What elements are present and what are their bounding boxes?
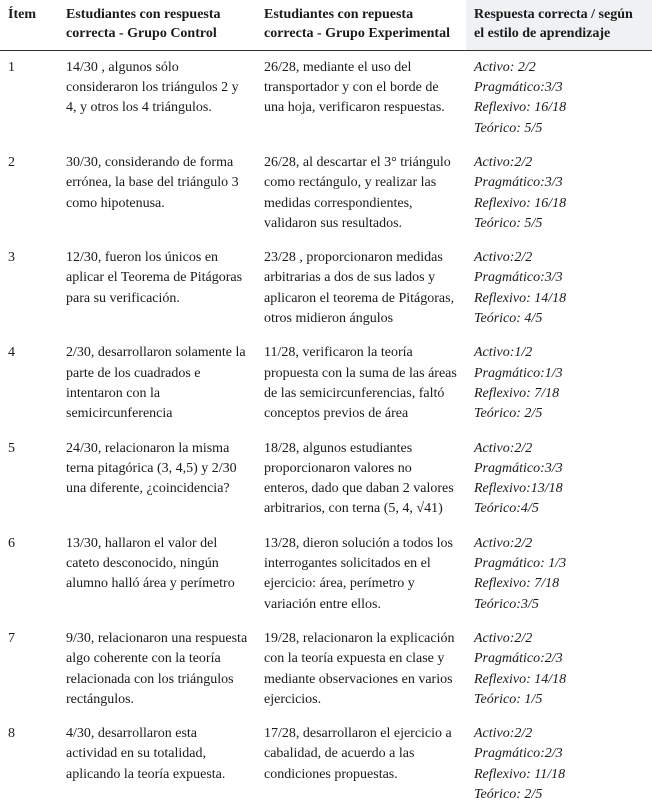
cell-control: 24/30, relacionaron la misma terna pitag… — [58, 432, 256, 527]
style-activo: Activo:2/2 — [474, 153, 644, 173]
cell-learning-style: Activo:2/2Pragmático:3/3Reflexivo: 14/18… — [466, 241, 652, 336]
style-pragmatico: Pragmático:3/3 — [474, 459, 644, 479]
cell-control: 9/30, relacionaron una respuesta algo co… — [58, 622, 256, 717]
style-activo: Activo:2/2 — [474, 629, 644, 649]
style-teorico: Teórico: 4/5 — [474, 309, 644, 329]
cell-learning-style: Activo: 2/2Pragmático:3/3Reflexivo: 16/1… — [466, 50, 652, 146]
cell-experimental: 26/28, al descartar el 3° triángulo como… — [256, 146, 466, 241]
style-pragmatico: Pragmático:3/3 — [474, 173, 644, 193]
table-row: 613/30, hallaron el valor del cateto des… — [0, 527, 652, 622]
header-row: Ítem Estudiantes con respuesta correcta … — [0, 0, 652, 50]
style-pragmatico: Pragmático:2/3 — [474, 744, 644, 764]
style-reflexivo: Reflexivo: 7/18 — [474, 384, 644, 404]
style-pragmatico: Pragmático:2/3 — [474, 649, 644, 669]
style-pragmatico: Pragmático:3/3 — [474, 268, 644, 288]
style-reflexivo: Reflexivo: 16/18 — [474, 98, 644, 118]
cell-experimental: 17/28, desarrollaron el ejercicio a caba… — [256, 717, 466, 812]
style-activo: Activo:2/2 — [474, 534, 644, 554]
style-reflexivo: Reflexivo:13/18 — [474, 479, 644, 499]
style-pragmatico: Pragmático:1/3 — [474, 364, 644, 384]
style-teorico: Teórico: 2/5 — [474, 404, 644, 424]
style-reflexivo: Reflexivo: 7/18 — [474, 574, 644, 594]
table-row: 79/30, relacionaron una respuesta algo c… — [0, 622, 652, 717]
cell-learning-style: Activo:2/2Pragmático: 1/3Reflexivo: 7/18… — [466, 527, 652, 622]
cell-item: 4 — [0, 336, 58, 431]
cell-item: 5 — [0, 432, 58, 527]
cell-experimental: 13/28, dieron solución a todos los inter… — [256, 527, 466, 622]
cell-learning-style: Activo:2/2Pragmático:3/3Reflexivo: 16/18… — [466, 146, 652, 241]
cell-item: 7 — [0, 622, 58, 717]
header-style: Respuesta correcta / según el estilo de … — [466, 0, 652, 50]
cell-experimental: 23/28 , proporcionaron medidas arbitrari… — [256, 241, 466, 336]
cell-control: 2/30, desarrollaron solamente la parte d… — [58, 336, 256, 431]
cell-control: 12/30, fueron los únicos en aplicar el T… — [58, 241, 256, 336]
table-row: 114/30 , algunos sólo consideraron los t… — [0, 50, 652, 146]
cell-learning-style: Activo:2/2Pragmático:3/3Reflexivo:13/18T… — [466, 432, 652, 527]
cell-experimental: 26/28, mediante el uso del transportador… — [256, 50, 466, 146]
cell-learning-style: Activo:2/2Pragmático:2/3Reflexivo: 11/18… — [466, 717, 652, 812]
cell-control: 4/30, desarrollaron esta actividad en su… — [58, 717, 256, 812]
style-reflexivo: Reflexivo: 11/18 — [474, 765, 644, 785]
cell-experimental: 18/28, algunos estudiantes proporcionaro… — [256, 432, 466, 527]
cell-experimental: 11/28, verificaron la teoría propuesta c… — [256, 336, 466, 431]
style-teorico: Teórico:4/5 — [474, 499, 644, 519]
cell-learning-style: Activo:1/2Pragmático:1/3Reflexivo: 7/18T… — [466, 336, 652, 431]
cell-item: 6 — [0, 527, 58, 622]
header-experimental: Estudiantes con repuesta correcta - Grup… — [256, 0, 466, 50]
cell-item: 3 — [0, 241, 58, 336]
table-row: 312/30, fueron los únicos en aplicar el … — [0, 241, 652, 336]
table-row: 42/30, desarrollaron solamente la parte … — [0, 336, 652, 431]
style-teorico: Teórico: 5/5 — [474, 119, 644, 139]
style-reflexivo: Reflexivo: 16/18 — [474, 194, 644, 214]
style-teorico: Teórico: 5/5 — [474, 214, 644, 234]
table-row: 84/30, desarrollaron esta actividad en s… — [0, 717, 652, 812]
style-activo: Activo:2/2 — [474, 248, 644, 268]
style-activo: Activo:2/2 — [474, 439, 644, 459]
style-activo: Activo:2/2 — [474, 724, 644, 744]
style-reflexivo: Reflexivo: 14/18 — [474, 670, 644, 690]
table-row: 524/30, relacionaron la misma terna pita… — [0, 432, 652, 527]
cell-control: 14/30 , algunos sólo consideraron los tr… — [58, 50, 256, 146]
style-reflexivo: Reflexivo: 14/18 — [474, 289, 644, 309]
header-item: Ítem — [0, 0, 58, 50]
table-row: 230/30, considerando de forma errónea, l… — [0, 146, 652, 241]
cell-learning-style: Activo:2/2Pragmático:2/3Reflexivo: 14/18… — [466, 622, 652, 717]
style-pragmatico: Pragmático:3/3 — [474, 78, 644, 98]
style-activo: Activo: 2/2 — [474, 58, 644, 78]
style-teorico: Teórico:3/5 — [474, 595, 644, 615]
cell-control: 13/30, hallaron el valor del cateto desc… — [58, 527, 256, 622]
results-table: Ítem Estudiantes con respuesta correcta … — [0, 0, 652, 812]
style-activo: Activo:1/2 — [474, 343, 644, 363]
style-teorico: Teórico: 2/5 — [474, 785, 644, 805]
style-pragmatico: Pragmático: 1/3 — [474, 554, 644, 574]
style-teorico: Teórico: 1/5 — [474, 690, 644, 710]
header-control: Estudiantes con respuesta correcta - Gru… — [58, 0, 256, 50]
cell-item: 2 — [0, 146, 58, 241]
cell-control: 30/30, considerando de forma errónea, la… — [58, 146, 256, 241]
cell-experimental: 19/28, relacionaron la explicación con l… — [256, 622, 466, 717]
cell-item: 1 — [0, 50, 58, 146]
cell-item: 8 — [0, 717, 58, 812]
